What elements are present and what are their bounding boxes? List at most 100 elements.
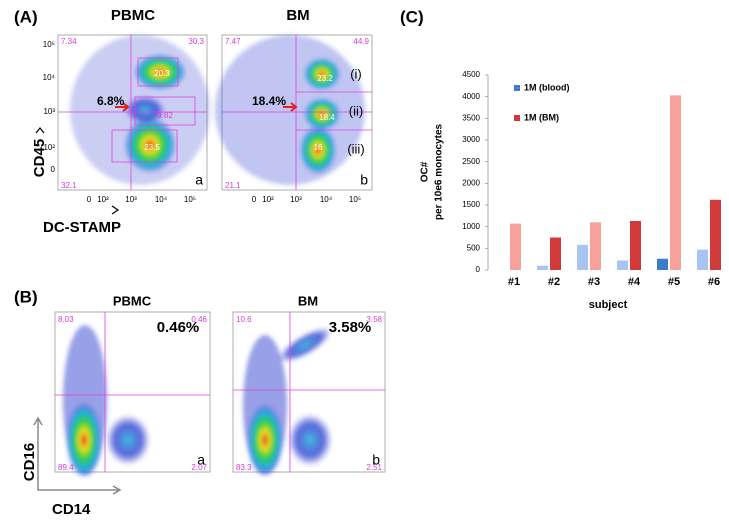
population-label: (iii)	[347, 141, 364, 156]
y-tick-label: 4000	[462, 92, 480, 101]
x-tick-label: 10²	[97, 195, 109, 204]
x-tick-label: 0	[252, 195, 257, 204]
y-tick-label: 2500	[462, 157, 480, 166]
quadrant-value: 32.1	[61, 181, 77, 190]
quadrant-value: 7.47	[225, 37, 241, 46]
plot-corner-label: b	[360, 172, 368, 188]
x-tick-label: 10⁴	[320, 195, 333, 204]
plot-title: BM	[298, 293, 318, 308]
bar	[617, 260, 628, 270]
gate-value: 16	[314, 143, 323, 152]
x-tick-label: 10⁵	[349, 195, 361, 204]
gate-value: 23.2	[317, 74, 333, 83]
bar	[670, 95, 681, 270]
plot-title: PBMC	[111, 7, 155, 24]
y-tick-label: 1000	[462, 222, 480, 231]
bar	[577, 244, 588, 270]
quadrant-value: 21.1	[225, 181, 241, 190]
x-tick-label: 10²	[262, 195, 274, 204]
plot-title: PBMC	[113, 293, 152, 308]
panel-label: (B)	[14, 287, 38, 306]
quadrant-percent: 0.46%	[157, 319, 200, 336]
axis-arrow	[35, 127, 120, 215]
x-tick-label: #2	[548, 276, 560, 288]
panel-label: (A)	[14, 7, 38, 26]
flow-plot: 8.03 0.46 89.4 2.07 0.46% a	[54, 311, 211, 478]
y-axis-label: per 10e6 monocytes	[434, 123, 445, 220]
y-tick-label: 0	[51, 165, 56, 174]
legend-label: 1M (blood)	[524, 82, 570, 92]
bar	[510, 223, 521, 270]
gate-value: 9.82	[157, 111, 173, 120]
x-tick-label: 10⁴	[155, 195, 168, 204]
panel-label: (C)	[400, 7, 424, 26]
x-axis-label: DC-STAMP	[43, 219, 121, 236]
quadrant-value: 0.46	[191, 315, 207, 324]
gate-percent: 18.4%	[252, 94, 286, 108]
axis-arrow	[33, 416, 122, 495]
y-tick-label: 1500	[462, 200, 480, 209]
x-tick-label: 10⁵	[184, 195, 196, 204]
y-axis-label: OC#	[420, 161, 431, 182]
y-tick-label: 2000	[462, 178, 480, 187]
quadrant-value: 2.07	[191, 463, 207, 472]
bar-chart: 0 500 1000 1500 2000 2500 3000 3500 4000 4500 #1 #2…	[462, 70, 721, 288]
bar	[697, 249, 708, 270]
plot-corner-label: b	[372, 452, 380, 468]
gate-value: 20.3	[154, 69, 170, 78]
legend-swatch	[514, 115, 520, 121]
axis-ticks: 0 0 0 10² 10² 10² 10³ 10³ 10³ 10⁴ 10⁴ 10⁴ 10⁵ 10⁵ 10⁵	[43, 40, 361, 204]
y-tick-label: 4500	[462, 70, 480, 79]
population-label: (ii)	[349, 103, 363, 118]
quadrant-value: 8.03	[58, 315, 74, 324]
legend-label: 1M (BM)	[524, 112, 559, 122]
y-tick-label: 3000	[462, 135, 480, 144]
x-tick-label: #6	[708, 276, 720, 288]
quadrant-value: 10.6	[236, 315, 252, 324]
y-tick-label: 500	[467, 243, 481, 252]
y-tick-label: 3500	[462, 113, 480, 122]
y-tick-label: 10²	[43, 143, 55, 152]
gate-value: 23.5	[144, 143, 160, 152]
x-tick-label: #4	[628, 276, 641, 288]
plot-corner-label: a	[195, 172, 203, 188]
gate-percent: 6.8%	[97, 94, 125, 108]
bar	[710, 199, 721, 270]
flow-plot: 10.6 3.58 83.3 2.51 3.58% b	[232, 311, 386, 476]
x-tick-label: 10³	[290, 195, 302, 204]
x-axis-label: subject	[589, 299, 628, 311]
gate-value: 18.4	[319, 113, 335, 122]
quadrant-value: 44.9	[353, 37, 369, 46]
x-tick-label: 0	[87, 195, 92, 204]
plot-title: BM	[286, 7, 309, 24]
legend-swatch	[514, 85, 520, 91]
quadrant-value: 7.34	[61, 37, 77, 46]
quadrant-value: 83.3	[236, 463, 252, 472]
flow-plot: 7.47 44.9 23.2 18.4 16 21.1 18.4% (i) (i…	[215, 34, 373, 191]
bar	[550, 237, 561, 270]
bar	[537, 265, 548, 270]
y-tick-label: 0	[476, 265, 481, 274]
quadrant-value: 89.4	[58, 463, 74, 472]
quadrant-value: 3.58	[366, 315, 382, 324]
x-tick-label: #5	[668, 276, 680, 288]
bar	[630, 221, 641, 270]
plot-corner-label: a	[197, 452, 205, 468]
y-tick-label: 10³	[43, 107, 55, 116]
x-tick-label: #3	[588, 276, 600, 288]
quadrant-value: 30.3	[188, 37, 204, 46]
flow-plot: 7.34 30.3 20.3 9.82 23.5 32.1 6.8% a	[57, 34, 210, 191]
x-tick-label: #1	[508, 276, 520, 288]
y-tick-label: 10⁴	[43, 73, 56, 82]
bar	[657, 258, 668, 270]
x-axis-label: CD14	[52, 501, 91, 518]
y-axis-label: CD16	[21, 443, 38, 481]
y-axis-label: CD45	[31, 139, 48, 177]
bar	[590, 222, 601, 270]
quadrant-value: 2.51	[366, 463, 382, 472]
population-label: (i)	[350, 66, 362, 81]
x-tick-label: 10³	[125, 195, 137, 204]
quadrant-percent: 3.58%	[329, 319, 372, 336]
y-tick-label: 10⁵	[43, 40, 55, 49]
